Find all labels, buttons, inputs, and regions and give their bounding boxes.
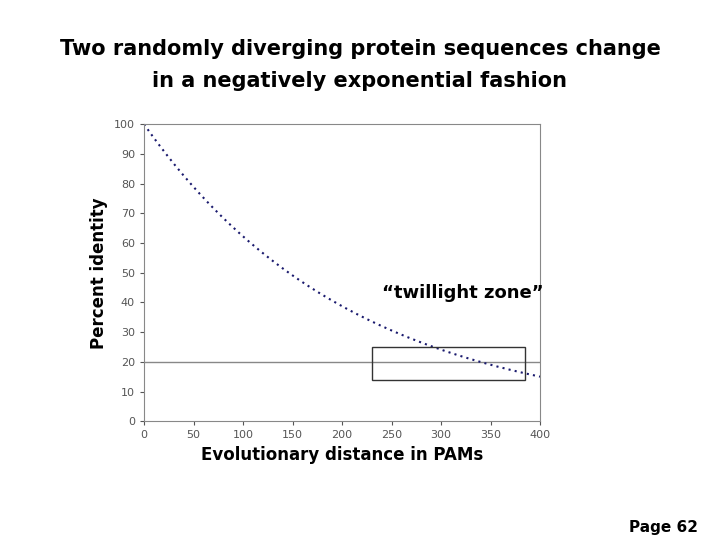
Bar [372, 347, 525, 380]
Text: “twillight zone”: “twillight zone” [382, 285, 543, 302]
Text: in a negatively exponential fashion: in a negatively exponential fashion [153, 71, 567, 91]
Text: Page 62: Page 62 [629, 519, 698, 535]
X-axis label: Evolutionary distance in PAMs: Evolutionary distance in PAMs [201, 446, 483, 464]
Y-axis label: Percent identity: Percent identity [91, 197, 109, 348]
Text: Two randomly diverging protein sequences change: Two randomly diverging protein sequences… [60, 38, 660, 59]
